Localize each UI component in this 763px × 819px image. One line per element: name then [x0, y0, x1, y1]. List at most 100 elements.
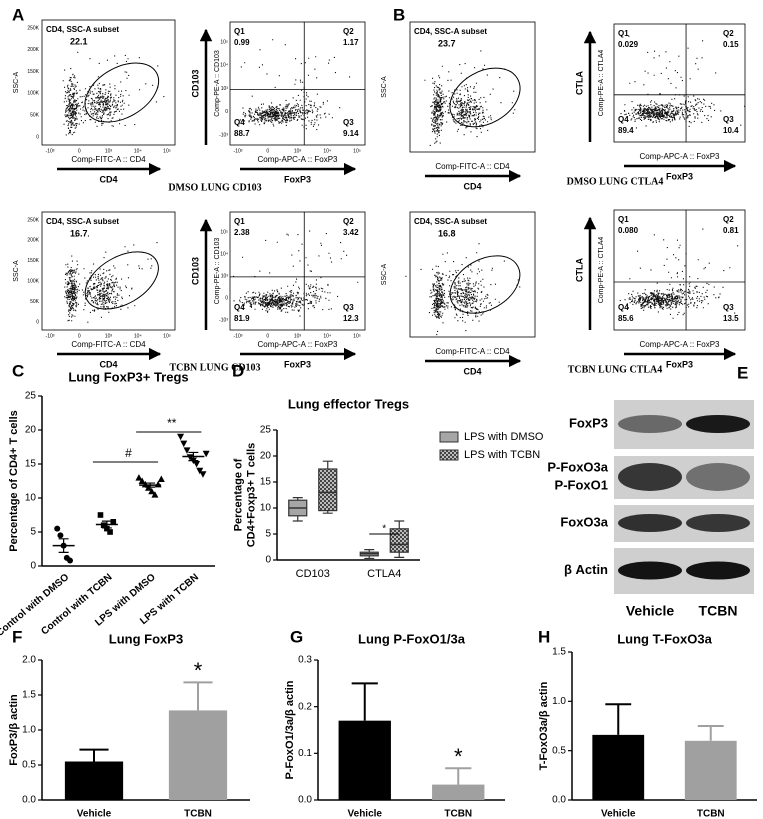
event-dots [81, 270, 130, 318]
quadrant-name: Q3 [723, 115, 734, 124]
quadrant-name: Q2 [723, 29, 734, 38]
y-tick-label: 10 [260, 503, 272, 514]
y-tick-label: 150K [27, 258, 39, 264]
data-point [110, 519, 117, 525]
blot-band [686, 561, 750, 580]
event-dots [429, 75, 446, 146]
y-tick-label: 250K [27, 25, 39, 31]
x-axis-label: Comp-FITC-A :: CD4 [435, 162, 510, 171]
x-tick-label: 0 [78, 333, 81, 339]
blot-row-label: P-FoxO1 [555, 477, 608, 492]
y-axis-label: Comp-PE-A :: CTLA4 [598, 237, 605, 304]
y-tick-label: 0.0 [298, 795, 312, 806]
y-tick-label: 0.3 [298, 655, 312, 666]
chart-title: Lung effector Tregs [288, 396, 409, 411]
quadrant-value: 9.14 [343, 129, 359, 138]
quadrant-name: Q2 [723, 215, 734, 224]
plot-frame [613, 23, 746, 143]
quadrant-value: 81.9 [234, 314, 250, 323]
box [318, 468, 338, 512]
data-point [202, 450, 210, 458]
quadrant-value: 12.3 [343, 314, 359, 323]
x-tick-label: -10³ [46, 148, 55, 154]
y-tick-label: 250K [27, 217, 39, 223]
y-tick-label: 1.0 [552, 696, 566, 707]
panel-letter: C [12, 361, 24, 380]
x-tick-label: TCBN [697, 809, 725, 819]
quadrant-value: 0.99 [234, 38, 250, 47]
y-tick-label: 2.0 [22, 655, 36, 666]
y-arrow-label: CTLA [574, 258, 584, 282]
gate-value: 16.7 [70, 228, 88, 238]
panel-letter: E [737, 363, 748, 382]
y-axis-label: Comp-PE-A :: CD103 [214, 238, 221, 305]
data-point [138, 477, 146, 484]
blot-band [618, 415, 682, 433]
event-dots [233, 289, 308, 313]
plot-frame [41, 19, 176, 146]
x-tick-label: -10³ [234, 333, 243, 339]
y-axis-label: T-FoxO3a/β actin [538, 681, 550, 770]
y-tick-label: 15 [260, 477, 272, 488]
x-tick-label: Vehicle [348, 809, 383, 819]
arrow-label: CD4 [463, 181, 481, 191]
data-point [196, 467, 204, 475]
x-tick-label: 10⁵ [353, 148, 361, 154]
quadrant-name: Q3 [343, 118, 354, 127]
quadrant-name: Q1 [618, 215, 629, 224]
gate-ellipse [449, 67, 521, 128]
data-point [183, 447, 191, 454]
error-bar [445, 767, 472, 785]
y-tick-label: 100K [27, 279, 39, 285]
blot-band [618, 514, 682, 532]
panel-letter: F [12, 627, 22, 646]
x-axis-label: Comp-APC-A :: FoxP3 [639, 152, 720, 161]
y-tick-label: 0.0 [552, 795, 566, 806]
y-tick-label: 50K [30, 299, 40, 305]
gate-ellipse [84, 62, 160, 123]
quadrant-name: Q2 [343, 217, 354, 226]
panel-letter: A [12, 5, 24, 24]
quadrant-name: Q3 [343, 303, 354, 312]
box [389, 528, 409, 553]
chart-title: Lung P-FoxO1/3a [358, 631, 466, 646]
y-axis-label: SSC-A [13, 71, 20, 93]
blot-row-label: FoxP3 [569, 415, 608, 430]
error-bar [188, 451, 199, 462]
gate-title: CD4, SSC-A subset [414, 27, 487, 36]
legend-label: LPS with TCBN [464, 449, 540, 461]
y-tick-label: 10⁴ [220, 251, 228, 257]
y-tick-label: 0.5 [552, 745, 566, 756]
quadrant-value: 2.38 [234, 228, 250, 237]
y-tick-label: 15 [25, 459, 37, 470]
y-tick-label: 10 [25, 493, 37, 504]
x-tick-label: 0 [266, 148, 269, 154]
x-tick-label: 10³ [105, 333, 113, 339]
event-dots [63, 68, 82, 136]
x-tick-label: 10³ [294, 333, 302, 339]
error-bar [58, 538, 69, 553]
blot-lane-label: TCBN [699, 603, 738, 619]
y-tick-label: 5 [30, 527, 36, 538]
data-point [104, 525, 110, 532]
data-point [54, 525, 61, 532]
quadrant-value: 0.15 [723, 40, 739, 49]
y-axis-label: CD4+Foxp3+ T cells [245, 443, 257, 548]
x-tick-label: Vehicle [77, 809, 112, 819]
y-tick-label: 0.1 [298, 748, 312, 759]
gate-title: CD4, SSC-A subset [46, 217, 119, 226]
error-bar [351, 682, 378, 721]
y-tick-label: 0 [36, 319, 39, 325]
quadrant-name: Q4 [234, 118, 245, 127]
blot-row-label: β Actin [564, 562, 608, 577]
y-tick-label: 5 [265, 529, 271, 540]
plot-frame [409, 211, 536, 338]
blot-lane-label: Vehicle [626, 603, 674, 619]
data-point [57, 532, 64, 539]
significance-label: # [125, 446, 132, 460]
data-point [151, 491, 159, 498]
plot-frame [613, 209, 746, 331]
blot-band [686, 415, 750, 433]
x-tick-label: 0 [266, 333, 269, 339]
